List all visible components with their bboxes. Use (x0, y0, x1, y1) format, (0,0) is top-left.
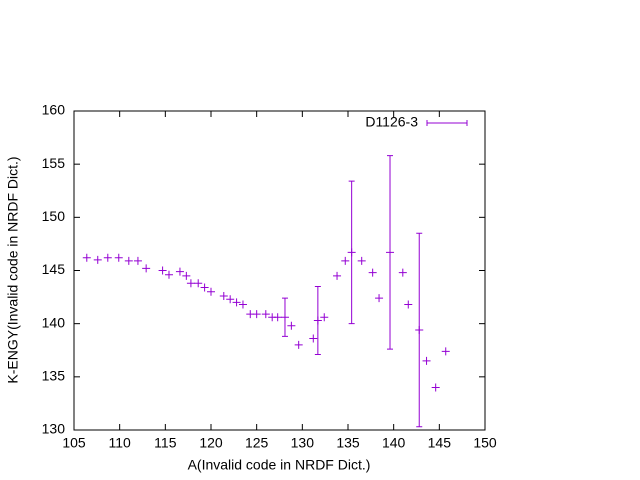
point (280, 313, 289, 322)
point (82, 253, 91, 262)
y-tick-label: 160 (42, 102, 66, 118)
point (182, 271, 191, 280)
point (232, 298, 241, 307)
point (103, 253, 112, 262)
point (333, 271, 342, 280)
point (133, 256, 142, 265)
point (164, 270, 173, 279)
x-tick-label: 135 (336, 435, 360, 451)
x-tick-label: 120 (199, 435, 223, 451)
x-tick-label: 145 (428, 435, 452, 451)
point (375, 294, 384, 303)
point (404, 300, 413, 309)
point (368, 268, 377, 277)
plot-frame (73, 110, 486, 431)
legend-label: D1126-3 (365, 114, 418, 130)
point (398, 268, 407, 277)
x-axis-label: A(Invalid code in NRDF Dict.) (188, 457, 371, 473)
point (341, 256, 350, 265)
point (294, 340, 303, 349)
point (124, 256, 133, 265)
x-tick-label: 125 (245, 435, 269, 451)
y-tick-label: 150 (42, 208, 66, 224)
point (347, 248, 356, 257)
x-tick-label: 140 (382, 435, 406, 451)
point (415, 326, 424, 335)
point (261, 310, 270, 319)
point (313, 316, 322, 325)
point (252, 310, 261, 319)
point (142, 264, 151, 273)
y-tick-label: 135 (42, 368, 66, 384)
point (158, 266, 167, 275)
point (219, 292, 228, 301)
point (207, 287, 215, 296)
point (309, 334, 318, 343)
point (226, 295, 235, 304)
point (186, 279, 195, 288)
y-axis-label: K-ENGY(Invalid code in NRDF Dict.) (5, 156, 21, 383)
y-tick-label: 145 (42, 261, 66, 277)
y-tick-label: 155 (42, 155, 66, 171)
point (422, 356, 431, 365)
point (93, 255, 102, 264)
legend-swatch (426, 120, 468, 126)
point (273, 313, 282, 322)
point (238, 300, 247, 309)
x-tick-label: 130 (291, 435, 315, 451)
y-tick-label: 140 (42, 314, 66, 330)
x-tick-label: 150 (473, 435, 497, 451)
point (114, 253, 123, 262)
x-tick-label: 110 (109, 435, 132, 451)
y-tick-label: 130 (42, 421, 66, 437)
x-tick-label: 105 (62, 435, 86, 451)
point (320, 313, 329, 322)
point (194, 279, 203, 288)
point (357, 256, 366, 265)
point (175, 267, 184, 276)
point (441, 347, 450, 356)
x-tick-label: 115 (154, 435, 177, 451)
point (200, 283, 209, 292)
point (386, 248, 395, 257)
point (287, 321, 296, 330)
point (431, 383, 440, 392)
